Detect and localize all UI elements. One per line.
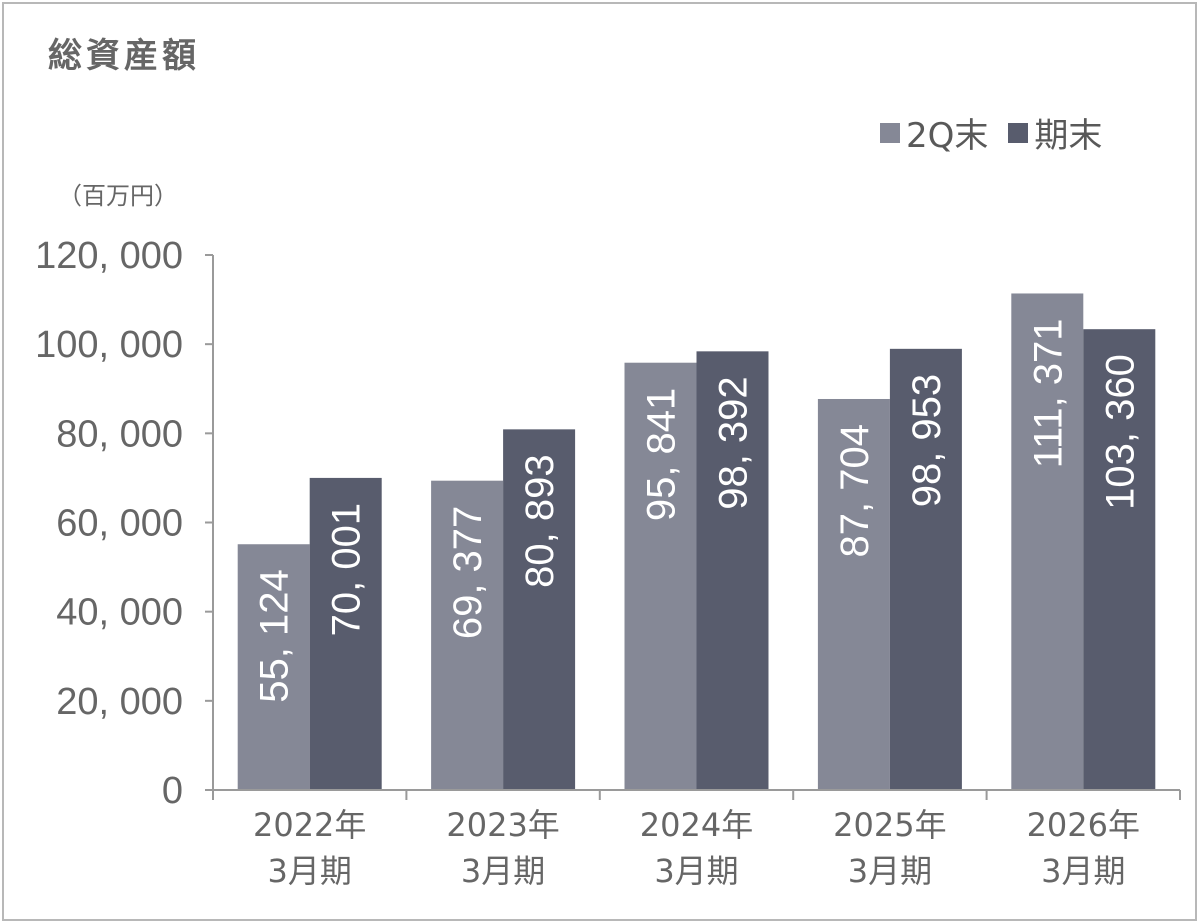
bar xyxy=(503,429,576,790)
y-tick-label: 80, 000 xyxy=(56,413,183,455)
y-tick-label: 0 xyxy=(162,770,183,812)
data-label: 70, 001 xyxy=(325,503,369,636)
x-category-label: 2024年 xyxy=(640,806,753,844)
bar xyxy=(1011,293,1084,790)
y-tick-label: 120, 000 xyxy=(35,235,183,277)
data-label: 98, 953 xyxy=(905,374,949,507)
bar xyxy=(696,351,769,790)
x-axis: 2022年 3月期 2023年 3月期 2024年 3月期 2025年 3月期 2026年 3月期 xyxy=(212,789,1181,890)
data-label: 103, 360 xyxy=(1098,354,1142,510)
legend-label-fy: 期末 xyxy=(1034,116,1103,156)
bar xyxy=(889,348,962,790)
data-label: 69, 377 xyxy=(446,506,490,639)
data-label: 111, 371 xyxy=(1026,318,1070,468)
legend-swatch-2q xyxy=(880,122,900,143)
bars: 55, 124 70, 001 69, 377 80, 893 95, 841 98, 3… xyxy=(237,293,1156,790)
y-tick-label: 20, 000 xyxy=(56,681,183,723)
bar xyxy=(237,544,310,790)
data-label: 98, 392 xyxy=(712,376,756,509)
bar xyxy=(309,477,382,790)
legend-swatch-fy xyxy=(1008,122,1029,143)
legend: 2Q末 期末 xyxy=(880,108,1122,157)
x-category-label: 2022年 xyxy=(253,806,366,844)
x-category-label: 2023年 xyxy=(446,806,559,844)
x-category-label: 3月期 xyxy=(654,852,738,890)
x-category-label: 2026年 xyxy=(1027,806,1140,844)
legend-label-2q: 2Q末 xyxy=(906,116,989,156)
x-category-label: 2025年 xyxy=(833,806,946,844)
unit-label: （百万円） xyxy=(58,182,178,210)
x-category-label: 3月期 xyxy=(848,852,932,890)
x-category-label: 3月期 xyxy=(1041,852,1125,890)
data-label: 80, 893 xyxy=(518,454,562,587)
chart-title: 総資産額 xyxy=(48,36,200,76)
bar xyxy=(817,398,890,790)
y-tick-label: 40, 000 xyxy=(56,592,183,634)
y-tick-label: 60, 000 xyxy=(56,503,183,545)
x-category-label: 3月期 xyxy=(268,852,352,890)
legend-item-fy: 期末 xyxy=(1008,108,1102,157)
bar xyxy=(1083,329,1156,790)
legend-item-2q: 2Q末 xyxy=(880,108,988,157)
bar xyxy=(624,362,697,790)
data-label: 95, 841 xyxy=(640,388,684,521)
bar xyxy=(431,480,504,790)
y-axis: 0 20, 000 40, 000 60, 000 80, 000 100, 000 120… xyxy=(35,235,214,812)
y-tick-label: 100, 000 xyxy=(35,324,183,366)
data-label: 55, 124 xyxy=(253,569,297,702)
x-category-label: 3月期 xyxy=(461,852,545,890)
data-label: 87, 704 xyxy=(833,424,877,557)
